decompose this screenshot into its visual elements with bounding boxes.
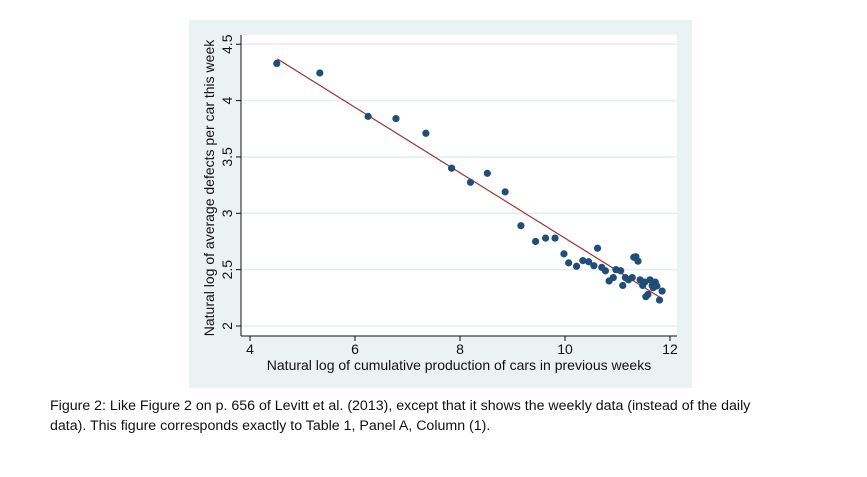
data-point [579,257,587,265]
fitted-line [276,58,662,299]
data-point [590,262,598,270]
y-tick-label: 4 [219,96,235,104]
data-point [466,178,475,186]
data-point [364,112,372,120]
data-point [501,188,509,196]
x-tick-label: 6 [351,341,359,357]
data-point [483,169,491,177]
x-tick-label: 4 [246,341,254,357]
data-point [617,267,625,275]
data-point [601,267,610,275]
caption-line-2: data). This figure corresponds exactly t… [50,418,491,434]
data-point [392,115,400,123]
data-point [585,258,593,266]
x-tick-label: 8 [456,341,464,357]
plot-area [241,35,677,336]
data-point [273,59,281,68]
x-tick-label: 12 [662,341,678,357]
data-point [448,164,456,172]
y-tick-label: 3.5 [219,147,235,167]
x-axis-label: Natural log of cumulative production of … [267,357,651,373]
data-point [634,257,642,265]
data-point [422,129,430,137]
data-point [619,281,627,290]
data-point [593,244,602,252]
y-tick-label: 2.5 [219,260,235,280]
data-point [565,259,573,267]
y-axis-label: Natural log of average defects per car t… [201,39,217,336]
y-tick-label: 2 [219,322,235,330]
data-point [532,237,540,246]
y-tick-label: 4.5 [219,34,235,54]
data-point [644,290,652,299]
data-point [658,287,666,295]
data-point [316,69,324,77]
data-point [560,250,568,258]
data-point [609,273,617,282]
x-tick-label: 10 [557,341,573,357]
caption-line-1: Figure 2: Like Figure 2 on p. 656 of Lev… [50,398,751,414]
data-point [551,234,559,242]
data-point [655,296,664,304]
data-point [572,262,581,270]
data-point [517,222,525,230]
data-point [628,273,636,282]
data-point [653,282,661,290]
y-tick-label: 3 [219,209,235,217]
figure-caption: Figure 2: Like Figure 2 on p. 656 of Lev… [50,396,830,436]
data-point [541,234,550,242]
